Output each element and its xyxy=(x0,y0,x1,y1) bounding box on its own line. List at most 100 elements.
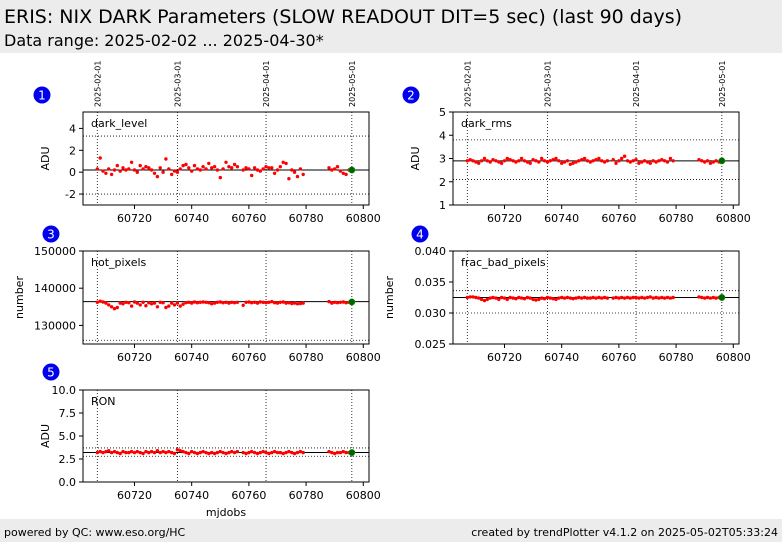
x-tick-label: 60720 xyxy=(487,212,522,225)
data-point xyxy=(577,159,581,163)
data-point xyxy=(571,161,575,165)
data-point xyxy=(218,449,222,454)
data-point xyxy=(118,301,122,305)
data-point xyxy=(657,296,661,300)
data-point xyxy=(298,301,303,306)
data-point xyxy=(580,296,584,300)
data-point xyxy=(482,298,487,303)
data-point xyxy=(132,450,137,455)
data-point xyxy=(295,450,300,455)
data-point xyxy=(187,166,191,170)
data-point xyxy=(519,156,524,161)
panel-parameter-name: hot_pixels xyxy=(91,256,147,269)
data-point xyxy=(152,171,157,175)
data-point xyxy=(651,296,655,300)
data-point xyxy=(327,299,331,304)
y-tick-label: 2 xyxy=(69,144,76,157)
data-point xyxy=(250,301,254,305)
data-point xyxy=(135,449,139,454)
data-point xyxy=(164,157,168,161)
data-point xyxy=(591,159,595,163)
x-tick-label: 60760 xyxy=(601,351,636,364)
data-point xyxy=(261,167,265,171)
y-tick-label: 5.0 xyxy=(59,430,77,443)
data-point xyxy=(121,302,125,306)
data-point xyxy=(290,168,294,172)
data-point xyxy=(628,160,632,164)
data-point xyxy=(167,304,171,308)
data-point xyxy=(98,449,102,454)
data-point xyxy=(330,301,334,305)
data-point xyxy=(588,160,592,164)
data-point xyxy=(640,295,644,300)
data-point xyxy=(705,159,710,163)
data-point xyxy=(330,168,334,172)
data-point xyxy=(247,167,251,171)
data-point xyxy=(147,166,151,170)
data-point xyxy=(577,295,581,300)
data-point xyxy=(252,166,257,170)
data-point xyxy=(614,295,618,300)
data-point xyxy=(338,169,343,173)
x-tick-label: 60760 xyxy=(231,351,266,364)
data-point xyxy=(662,159,667,163)
data-point xyxy=(224,300,228,304)
panel-number-label: 4 xyxy=(416,228,424,242)
y-tick-label: 130000 xyxy=(34,319,76,332)
data-point xyxy=(514,160,518,164)
data-point xyxy=(585,159,590,163)
data-point xyxy=(147,450,151,455)
data-point xyxy=(190,449,194,454)
data-point xyxy=(295,302,300,306)
data-point xyxy=(235,300,240,304)
data-point xyxy=(338,450,343,455)
data-point xyxy=(617,296,621,300)
date-marker-label: 2025-02-01 xyxy=(463,61,472,108)
data-point xyxy=(230,166,234,170)
data-point xyxy=(534,298,538,302)
data-point xyxy=(287,301,291,305)
data-point xyxy=(290,301,294,306)
data-point xyxy=(551,158,555,162)
data-point xyxy=(511,159,515,163)
panel-number-badge xyxy=(42,225,60,243)
data-point xyxy=(605,296,610,300)
data-point xyxy=(215,450,220,455)
data-point xyxy=(121,166,125,170)
y-tick-label: 140000 xyxy=(34,282,76,295)
data-point xyxy=(660,158,664,162)
data-point xyxy=(158,300,162,304)
data-point xyxy=(582,156,587,161)
y-tick-label: 0.030 xyxy=(415,307,447,320)
data-point xyxy=(241,450,245,455)
data-point xyxy=(135,170,139,174)
data-point xyxy=(272,449,277,454)
data-point xyxy=(557,296,561,300)
data-point xyxy=(195,167,200,171)
data-point xyxy=(178,304,182,308)
data-point xyxy=(118,169,122,173)
x-tick-label: 60740 xyxy=(544,351,579,364)
data-point xyxy=(479,159,484,163)
data-point xyxy=(112,168,117,172)
data-point xyxy=(115,305,120,310)
data-point xyxy=(292,451,297,456)
data-point xyxy=(195,451,200,456)
data-point xyxy=(181,163,185,168)
panel-number-badge xyxy=(33,86,51,104)
data-point xyxy=(184,301,188,305)
data-point xyxy=(170,450,174,455)
data-point xyxy=(192,300,197,304)
data-point xyxy=(611,158,615,162)
data-point xyxy=(534,159,538,163)
data-point xyxy=(499,161,504,165)
x-tick-label: 60760 xyxy=(231,489,266,502)
y-tick-label: 5 xyxy=(439,106,446,119)
y-tick-label: 0.040 xyxy=(415,245,447,258)
data-point xyxy=(232,301,237,305)
data-point xyxy=(714,159,718,163)
data-point xyxy=(272,171,277,175)
data-point xyxy=(201,165,205,169)
data-point xyxy=(531,297,535,302)
